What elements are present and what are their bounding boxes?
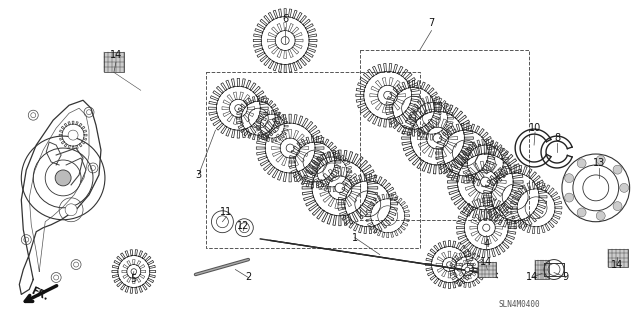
Circle shape bbox=[384, 91, 392, 99]
Text: 14: 14 bbox=[526, 272, 538, 283]
Text: 1: 1 bbox=[352, 233, 358, 243]
Text: 8: 8 bbox=[554, 133, 560, 143]
Text: 14: 14 bbox=[110, 50, 122, 61]
Text: 13: 13 bbox=[593, 158, 605, 168]
Text: 10: 10 bbox=[529, 123, 541, 133]
Text: 4: 4 bbox=[483, 239, 490, 249]
Circle shape bbox=[447, 262, 452, 267]
Text: 14: 14 bbox=[611, 260, 623, 270]
Circle shape bbox=[65, 204, 77, 216]
Circle shape bbox=[483, 224, 490, 231]
Text: 3: 3 bbox=[195, 170, 202, 180]
Bar bbox=[478, 262, 496, 278]
Circle shape bbox=[564, 193, 573, 202]
Bar bbox=[104, 52, 124, 72]
Bar bbox=[608, 249, 628, 267]
Circle shape bbox=[596, 155, 605, 164]
Text: 12: 12 bbox=[237, 221, 250, 231]
Circle shape bbox=[620, 183, 628, 192]
Text: FR.: FR. bbox=[29, 286, 49, 303]
Bar bbox=[535, 260, 549, 279]
Text: 5: 5 bbox=[130, 274, 136, 285]
Circle shape bbox=[68, 130, 78, 140]
Text: 6: 6 bbox=[282, 14, 288, 24]
Text: SLN4M0400: SLN4M0400 bbox=[499, 300, 540, 309]
Circle shape bbox=[613, 202, 622, 211]
Circle shape bbox=[281, 37, 289, 45]
Circle shape bbox=[577, 159, 586, 168]
Text: 7: 7 bbox=[428, 18, 435, 28]
Circle shape bbox=[577, 208, 586, 217]
Circle shape bbox=[55, 170, 71, 186]
Circle shape bbox=[286, 144, 294, 152]
Circle shape bbox=[564, 174, 573, 183]
Text: 11: 11 bbox=[220, 207, 232, 217]
Circle shape bbox=[131, 269, 136, 274]
Text: 2: 2 bbox=[245, 272, 252, 283]
Circle shape bbox=[481, 177, 490, 187]
Circle shape bbox=[433, 134, 442, 143]
Circle shape bbox=[613, 165, 622, 174]
Circle shape bbox=[335, 183, 345, 193]
Circle shape bbox=[596, 211, 605, 220]
Circle shape bbox=[235, 105, 242, 112]
Circle shape bbox=[465, 267, 470, 272]
Circle shape bbox=[583, 175, 609, 201]
Text: 9: 9 bbox=[563, 272, 569, 283]
Text: 14: 14 bbox=[480, 256, 492, 267]
